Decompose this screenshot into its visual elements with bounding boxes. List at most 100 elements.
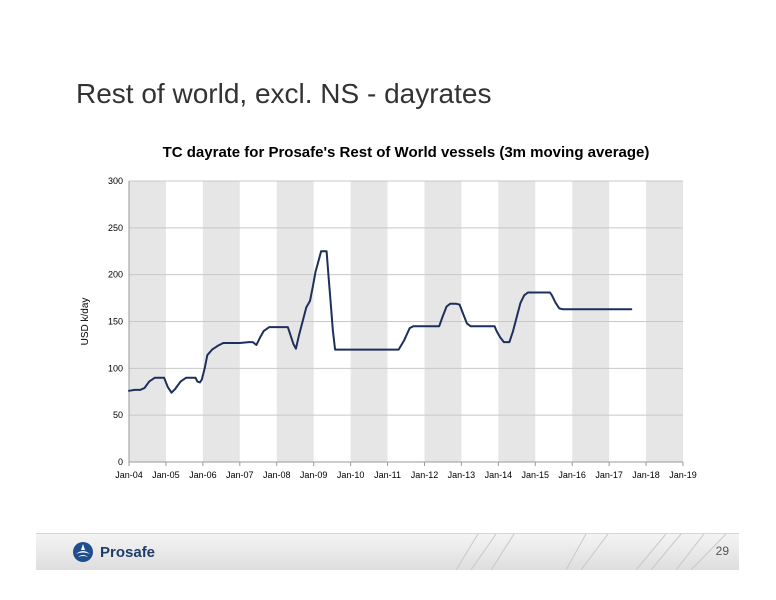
prosafe-logo-icon bbox=[73, 542, 93, 562]
data-point bbox=[252, 341, 254, 343]
y-tick-label: 50 bbox=[113, 410, 123, 420]
footer-pattern bbox=[455, 534, 727, 570]
data-point bbox=[305, 306, 307, 308]
data-point bbox=[133, 389, 136, 391]
data-point bbox=[398, 349, 400, 351]
data-point bbox=[549, 291, 551, 294]
data-point bbox=[368, 349, 370, 351]
y-tick-label: 100 bbox=[108, 363, 123, 373]
x-tick-label: Jan-05 bbox=[152, 470, 180, 480]
data-point bbox=[320, 250, 322, 252]
chart-svg: TC dayrate for Prosafe's Rest of World v… bbox=[80, 144, 697, 480]
data-point bbox=[174, 388, 176, 390]
data-point bbox=[562, 308, 564, 310]
y-axis-label: USD k/day bbox=[80, 298, 91, 346]
x-tick-label: Jan-15 bbox=[522, 470, 550, 480]
data-point bbox=[442, 315, 444, 317]
data-point bbox=[217, 345, 219, 347]
data-point bbox=[170, 392, 173, 394]
data-point bbox=[314, 271, 317, 273]
x-tick-label: Jan-08 bbox=[263, 470, 291, 480]
data-point bbox=[412, 325, 414, 327]
data-point bbox=[194, 377, 197, 379]
data-point bbox=[302, 320, 304, 323]
data-point bbox=[312, 287, 314, 289]
data-point bbox=[551, 294, 553, 296]
data-point bbox=[446, 305, 448, 308]
data-point bbox=[298, 335, 300, 337]
data-point bbox=[508, 341, 510, 343]
data-point bbox=[630, 308, 632, 310]
data-point bbox=[167, 386, 169, 388]
data-point bbox=[503, 341, 505, 343]
data-point bbox=[295, 348, 297, 350]
x-tick-label: Jan-09 bbox=[300, 470, 328, 480]
data-point bbox=[403, 339, 405, 341]
data-point bbox=[128, 390, 130, 392]
data-point bbox=[523, 294, 525, 296]
x-tick-label: Jan-04 bbox=[115, 470, 143, 480]
data-point bbox=[332, 330, 334, 332]
y-tick-label: 250 bbox=[108, 223, 123, 233]
data-point bbox=[143, 387, 146, 389]
x-tick-label: Jan-13 bbox=[448, 470, 476, 480]
data-point bbox=[292, 343, 294, 345]
prosafe-logo: Prosafe bbox=[72, 541, 155, 563]
data-point bbox=[479, 325, 481, 327]
data-point bbox=[334, 349, 336, 351]
x-tick-label: Jan-10 bbox=[337, 470, 365, 480]
x-tick-label: Jan-07 bbox=[226, 470, 254, 480]
chart-title: TC dayrate for Prosafe's Rest of World v… bbox=[163, 144, 650, 161]
data-point bbox=[255, 344, 257, 346]
data-point bbox=[139, 389, 141, 391]
data-point bbox=[386, 349, 389, 351]
data-point bbox=[534, 291, 536, 294]
data-point bbox=[558, 307, 560, 309]
data-point bbox=[350, 349, 352, 351]
x-tick-label: Jan-11 bbox=[374, 470, 401, 480]
data-point bbox=[317, 261, 319, 264]
data-point bbox=[462, 313, 464, 315]
data-point bbox=[204, 367, 206, 369]
data-point bbox=[239, 342, 241, 344]
data-point bbox=[329, 297, 331, 299]
y-tick-label: 300 bbox=[108, 176, 123, 186]
x-tick-label: Jan-17 bbox=[595, 470, 623, 480]
data-point bbox=[211, 349, 213, 351]
data-point bbox=[199, 381, 201, 383]
x-tick-label: Jan-14 bbox=[485, 470, 513, 480]
data-point bbox=[519, 302, 522, 304]
chart: TC dayrate for Prosafe's Rest of World v… bbox=[60, 135, 720, 495]
data-point bbox=[466, 322, 468, 324]
data-point bbox=[326, 250, 328, 252]
data-point bbox=[494, 325, 496, 327]
data-point bbox=[608, 308, 610, 310]
data-point bbox=[268, 326, 270, 328]
data-point bbox=[248, 341, 250, 343]
x-tick-label: Jan-12 bbox=[411, 470, 439, 480]
data-point bbox=[327, 274, 329, 276]
data-point bbox=[409, 327, 411, 329]
data-point bbox=[449, 303, 451, 305]
data-point bbox=[438, 325, 440, 327]
data-point bbox=[590, 308, 592, 310]
logo-text: Prosafe bbox=[100, 543, 156, 561]
data-point bbox=[495, 330, 498, 332]
x-tick-label: Jan-19 bbox=[669, 470, 697, 480]
x-tick-label: Jan-06 bbox=[189, 470, 217, 480]
data-point bbox=[263, 330, 265, 332]
data-point bbox=[499, 336, 501, 338]
data-point bbox=[516, 316, 518, 318]
data-point bbox=[231, 342, 233, 344]
data-point bbox=[180, 380, 182, 382]
data-point bbox=[222, 342, 224, 344]
data-point bbox=[459, 304, 461, 306]
data-point bbox=[163, 377, 165, 379]
data-point bbox=[470, 325, 472, 327]
slide-title: Rest of world, excl. NS - dayrates bbox=[76, 78, 492, 109]
data-point bbox=[201, 379, 203, 381]
footer-bar: Prosafe 29 bbox=[36, 533, 739, 570]
data-point bbox=[276, 326, 278, 328]
data-point bbox=[196, 380, 198, 382]
data-point bbox=[423, 325, 426, 327]
